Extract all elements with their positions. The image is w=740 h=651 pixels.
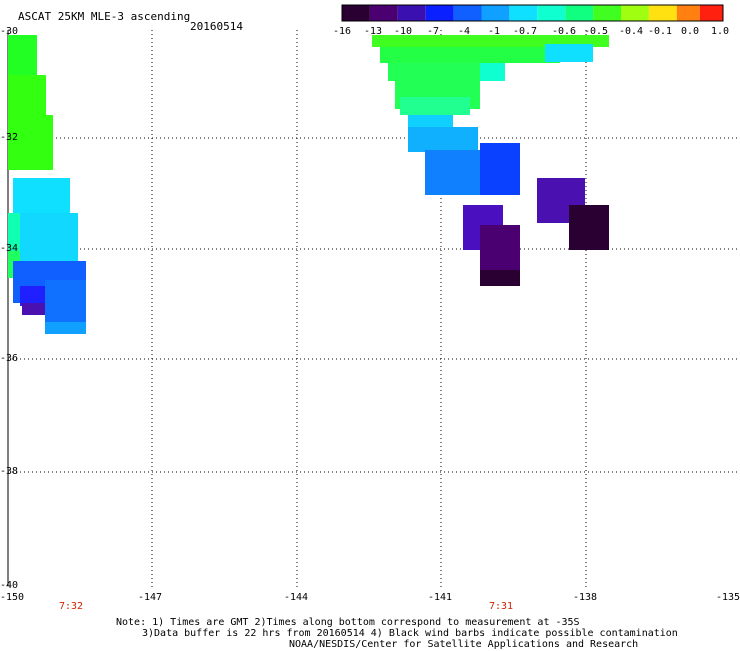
colorbar-label: -13 [363,26,383,37]
colorbar-seg [453,5,482,21]
colorbar-seg [699,5,723,21]
note-line-2: 3)Data buffer is 22 hrs from 20160514 4)… [142,628,678,639]
colorbar-label: -16 [332,26,352,37]
colorbar-label: -0.4 [618,26,644,37]
lon-label: -150 [0,592,25,603]
data-cell [20,286,45,306]
map-title: ASCAT 25KM MLE-3 ascending [18,10,191,23]
lon-label: -141 [428,592,453,603]
data-cell [8,75,46,120]
colorbar-seg [342,5,370,21]
data-cell [22,303,45,315]
lat-label: -34 [0,243,19,254]
left-swath [8,35,86,334]
colorbar-label: -1 [487,26,501,37]
data-cell [8,35,37,75]
colorbar-seg [537,5,566,21]
colorbar-label: 1.0 [710,26,730,37]
colorbar-label: -0.6 [551,26,577,37]
note-line-1: Note: 1) Times are GMT 2)Times along bot… [116,617,580,628]
colorbar-seg [648,5,677,21]
colorbar-seg [565,5,594,21]
note-line-3: NOAA/NESDIS/Center for Satellite Applica… [289,639,639,650]
colorbar-label: -0.7 [512,26,538,37]
colorbar-label: 0.0 [680,26,700,37]
data-cell [480,270,520,286]
lat-label: -38 [0,466,19,477]
lat-label: -40 [0,580,19,591]
colorbar-label: -0.1 [647,26,673,37]
colorbar-frame [341,4,724,22]
data-cell [400,97,470,115]
colorbar-label: -7 [426,26,440,37]
data-cell [569,205,609,250]
colorbar-seg [621,5,649,21]
data-cell [480,225,520,270]
graticule [8,30,740,590]
colorbar-seg [369,5,398,21]
data-cell [408,127,478,152]
data-cell [8,115,53,170]
lat-label: -32 [0,132,19,143]
data-cell [388,63,488,81]
colorbar-seg [425,5,454,21]
lon-label: -138 [573,592,598,603]
data-cell [545,44,593,62]
data-cell [13,178,70,213]
data-cell [408,115,453,127]
data-cell [380,47,560,63]
colorbar-seg [397,5,426,21]
colorbar-seg [509,5,538,21]
lon-label: -135 [716,592,740,603]
colorbar-seg [676,5,700,21]
colorbar-seg [481,5,510,21]
data-cell [8,213,20,251]
colorbar-label: -0.5 [583,26,609,37]
map-date: 20160514 [190,20,243,33]
colorbar-seg [593,5,621,21]
time-label: 7:32 [59,601,84,612]
data-cell [480,63,505,81]
data-cell [425,150,480,195]
colorbar [341,4,724,22]
lat-label: -36 [0,353,19,364]
lat-label: -30 [0,26,19,37]
data-cell [45,322,86,334]
lon-label: -144 [284,592,309,603]
right-swath [372,35,609,286]
colorbar-label: -4 [457,26,471,37]
time-label: 7:31 [489,601,514,612]
data-cell [480,143,520,195]
data-cell [45,280,86,322]
colorbar-label: -10 [393,26,413,37]
lon-label: -147 [138,592,163,603]
